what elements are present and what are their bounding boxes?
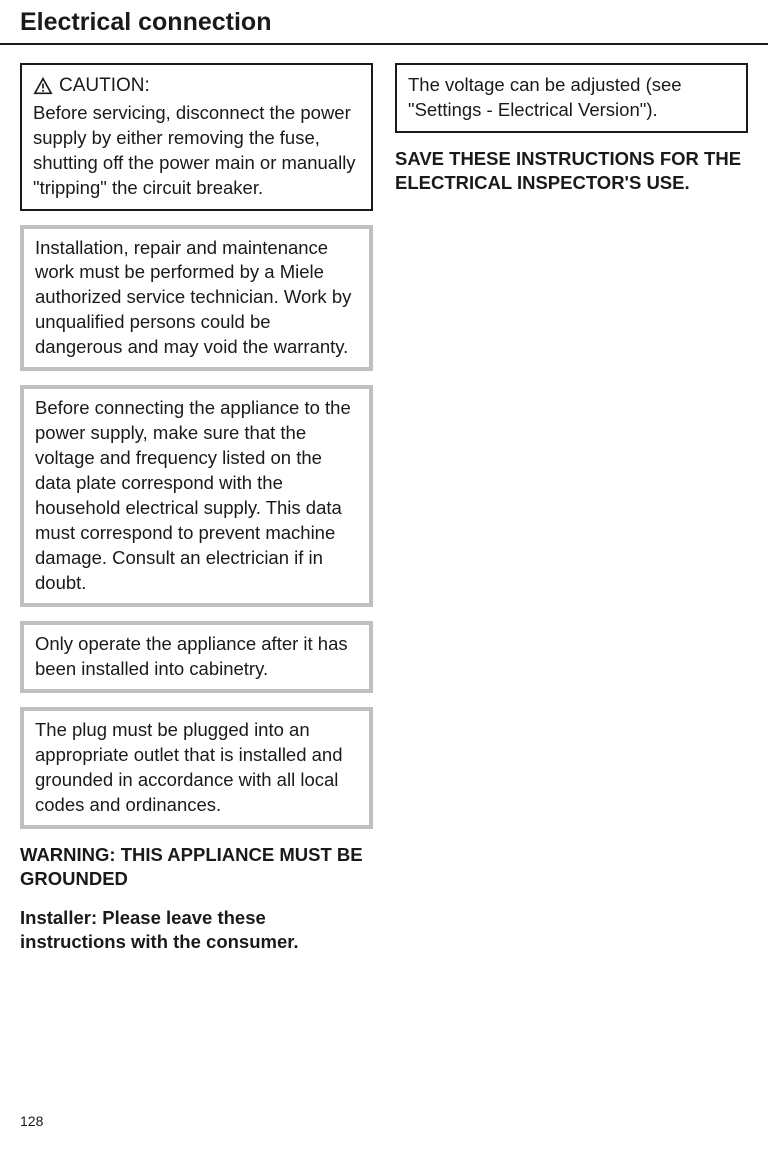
warning-grounded: WARNING: THIS APPLIANCE MUST BE GROUNDED — [20, 843, 373, 892]
info-box-installation: Installation, repair and maintenance wor… — [20, 225, 373, 372]
info-box-cabinetry: Only operate the appliance after it has … — [20, 621, 373, 693]
page-header: Electrical connection — [0, 0, 768, 45]
content-columns: CAUTION: Before servicing, disconnect th… — [0, 63, 768, 969]
page-title: Electrical connection — [20, 8, 748, 37]
caution-box: CAUTION: Before servicing, disconnect th… — [20, 63, 373, 211]
page-number: 128 — [20, 1113, 43, 1129]
caution-text: Before servicing, disconnect the power s… — [33, 101, 360, 201]
caution-label: CAUTION: — [59, 73, 150, 99]
info-box-voltage: Before connecting the appliance to the p… — [20, 385, 373, 607]
info-box-plug: The plug must be plugged into an appropr… — [20, 707, 373, 829]
caution-header: CAUTION: — [33, 73, 360, 99]
info-box-voltage-adjust: The voltage can be adjusted (see "Settin… — [395, 63, 748, 133]
installer-note: Installer: Please leave these instructio… — [20, 906, 373, 955]
right-column: The voltage can be adjusted (see "Settin… — [395, 63, 748, 969]
save-instructions-note: SAVE THESE INSTRUCTIONS FOR THE ELECTRIC… — [395, 147, 748, 196]
left-column: CAUTION: Before servicing, disconnect th… — [20, 63, 373, 969]
warning-triangle-icon — [33, 77, 53, 95]
